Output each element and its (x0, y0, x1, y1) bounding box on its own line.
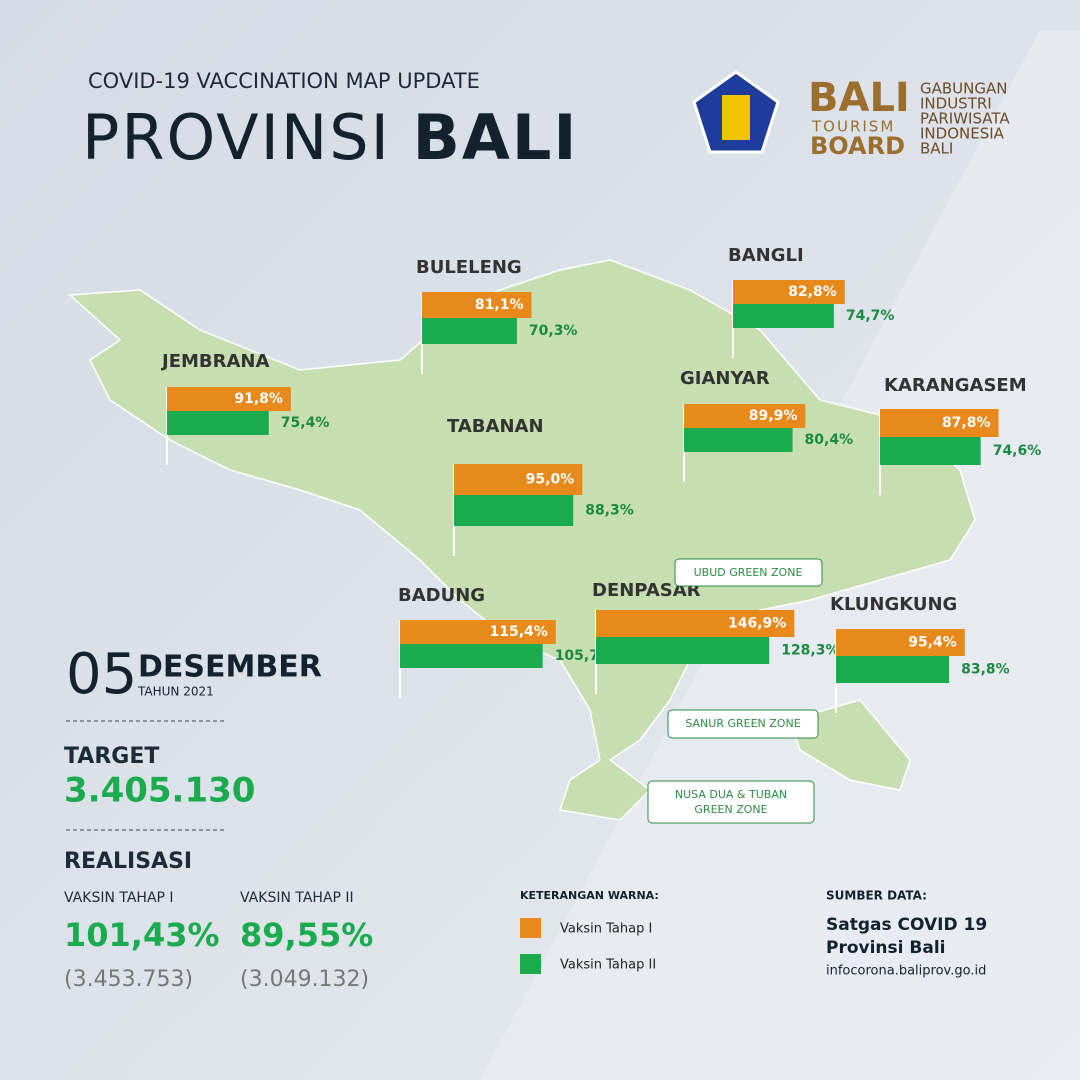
legend: Vaksin Tahap I Vaksin Tahap II (520, 918, 656, 974)
legend-swatch (520, 954, 541, 974)
subtitle: COVID-19 VACCINATION MAP UPDATE (88, 69, 480, 93)
legend-title: KETERANGAN WARNA: (520, 889, 659, 902)
value-label: 88,3% (585, 503, 634, 519)
region-name: TABANAN (447, 416, 544, 437)
org-line: PARIWISATA (920, 110, 1010, 128)
value-label: 74,7% (846, 308, 895, 324)
zone-label: GREEN ZONE (694, 803, 767, 816)
zone-box (667, 709, 819, 739)
realisasi-item-label: VAKSIN TAHAP I (64, 890, 174, 906)
bar (596, 610, 795, 637)
regions: BULELENG 81,1% 70,3% BANGLI 82,8% 74,7% JEMBRA… (160, 245, 1041, 713)
bar (167, 411, 269, 435)
value-label: 82,8% (788, 284, 837, 300)
bar (880, 409, 999, 437)
bar (733, 304, 834, 328)
zones: UBUD GREEN ZONE SANUR GREEN ZONE NUSA DU… (647, 558, 823, 824)
zone-label: SANUR GREEN ZONE (685, 717, 800, 730)
bar (880, 437, 981, 465)
region-name: KARANGASEM (884, 375, 1027, 396)
date-day: 05 (66, 642, 137, 707)
region-name: BANGLI (728, 245, 804, 266)
bar (400, 644, 543, 668)
region-name: BULELENG (416, 257, 522, 278)
realisasi-item-label: VAKSIN TAHAP II (240, 890, 354, 906)
org-line: BALI (920, 140, 953, 158)
realisasi: VAKSIN TAHAP I 101,43% (3.453.753) VAKSIN T… (64, 890, 373, 992)
title-light: PROVINSI (82, 101, 391, 174)
value-label: 115,4% (489, 624, 547, 640)
logo-board: BOARD (810, 132, 905, 160)
region-name: KLUNGKUNG (830, 594, 957, 615)
zone-box (674, 558, 823, 587)
nusa-penida (789, 699, 911, 791)
bali-map (68, 259, 976, 821)
bar (422, 318, 517, 344)
value-label: 91,8% (234, 391, 283, 407)
value-label: 80,4% (805, 432, 854, 448)
bar (422, 292, 532, 318)
value-label: 95,0% (526, 472, 575, 488)
bar (684, 404, 806, 428)
source-line: Satgas COVID 19 (826, 915, 987, 935)
source-url: infocorona.baliprov.go.id (826, 964, 986, 979)
org-line: INDONESIA (920, 125, 1005, 143)
legend-label: Vaksin Tahap II (560, 958, 656, 973)
realisasi-count: (3.453.753) (64, 967, 193, 992)
zone-label: UBUD GREEN ZONE (694, 566, 803, 579)
bar (167, 387, 291, 411)
source-line: Provinsi Bali (826, 938, 945, 958)
region-name: BADUNG (398, 585, 485, 606)
logo-bali: BALI (808, 75, 910, 121)
value-label: 83,8% (961, 662, 1010, 678)
bar (733, 280, 845, 304)
date-month: DESEMBER (138, 650, 322, 685)
legend-swatch (520, 918, 541, 938)
realisasi-pct: 101,43% (64, 916, 220, 954)
value-label: 87,8% (942, 415, 991, 431)
bar (454, 495, 574, 526)
emblem-tower (722, 95, 750, 140)
title: PROVINSI BALI (82, 101, 578, 174)
value-label: 75,4% (281, 415, 330, 431)
date-year: TAHUN 2021 (137, 685, 214, 699)
value-label: 70,3% (529, 323, 578, 339)
bar (836, 629, 965, 656)
target-value: 3.405.130 (64, 771, 255, 811)
value-label: 128,3% (781, 643, 839, 659)
bar (454, 464, 583, 495)
target-label: TARGET (64, 744, 159, 769)
bar (400, 620, 556, 644)
value-label: 89,9% (749, 408, 798, 424)
bar (684, 428, 793, 452)
region-name: GIANYAR (680, 368, 770, 389)
zone-box (647, 780, 815, 824)
bar (596, 637, 770, 664)
value-label: 81,1% (475, 297, 524, 313)
region-name: JEMBRANA (160, 351, 269, 372)
org-line: INDUSTRI (920, 95, 992, 113)
value-label: 146,9% (728, 616, 786, 632)
title-bold: BALI (413, 101, 579, 174)
zone-label: NUSA DUA & TUBAN (675, 788, 787, 801)
value-label: 74,6% (993, 443, 1042, 459)
org-line: GABUNGAN (920, 80, 1007, 98)
bar (836, 656, 950, 683)
realisasi-count: (3.049.132) (240, 967, 369, 992)
source-label: SUMBER DATA: (826, 889, 927, 903)
legend-label: Vaksin Tahap I (560, 922, 652, 937)
realisasi-label: REALISASI (64, 849, 192, 874)
logo-tourism: TOURISM (811, 118, 895, 136)
value-label: 95,4% (908, 635, 957, 651)
region-name: DENPASAR (592, 580, 701, 601)
realisasi-pct: 89,55% (240, 916, 373, 954)
